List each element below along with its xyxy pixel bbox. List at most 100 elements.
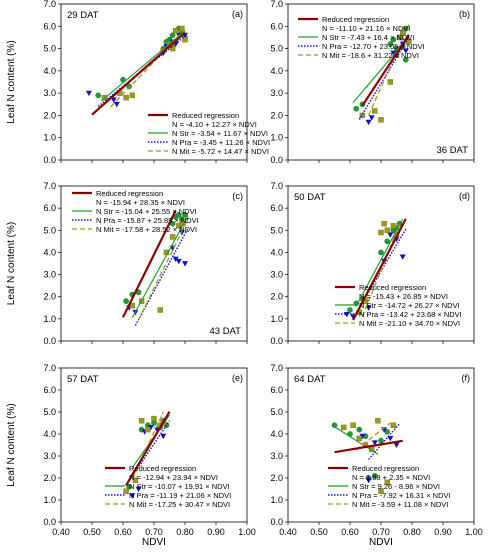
regression-line-mit — [355, 422, 391, 451]
y-tick-label: 6.0 — [43, 203, 56, 213]
point-pra — [172, 256, 179, 263]
y-tick-label: 7.0 — [270, 0, 283, 9]
point-str — [387, 41, 394, 47]
x-axis-label: NDVI — [142, 537, 166, 548]
legend-entry-str: N Str = -15.04 + 25.55 × NDVI — [96, 207, 197, 216]
regression-line-reduced — [352, 218, 407, 321]
legend-entry-pra: N Pra = -13.42 + 23.68 × NDVI — [359, 310, 462, 319]
legend-entry-reduced: N = -4.10 + 12.27 × NDVI — [172, 120, 257, 129]
point-pra — [368, 115, 375, 121]
point-mit — [375, 418, 381, 424]
y-tick-label: 4.0 — [43, 66, 56, 76]
plot-area — [85, 25, 188, 116]
point-mit — [169, 234, 176, 240]
legend-entry-str: N Str = -10.07 + 19.91 × NDVI — [129, 482, 230, 491]
x-tick-label: 0.50 — [83, 527, 101, 537]
panel-label: (a) — [232, 9, 243, 19]
point-str — [378, 437, 384, 444]
plot-frame — [60, 367, 248, 523]
regression-line-reduced — [125, 411, 171, 486]
y-axis-label: Leaf N content (%) — [6, 222, 17, 305]
regression-line-reduced — [361, 34, 410, 107]
point-mit — [372, 108, 378, 114]
point-mit — [396, 34, 403, 41]
y-axis-label: Leaf N content (%) — [6, 40, 17, 123]
legend-entry-pra: N Pra = -11.19 + 21.06 × NDVI — [129, 491, 231, 500]
legend-title: Reduced regression — [96, 189, 163, 198]
stage-label: 29 DAT — [67, 10, 99, 21]
point-pra — [110, 97, 117, 103]
y-tick-label: 2.0 — [270, 110, 283, 120]
y-tick-label: 0.0 — [270, 336, 283, 346]
point-str — [95, 92, 101, 99]
y-tick-label: 1.0 — [270, 495, 283, 505]
legend-entry-reduced: N = 1.88 + 2.35 × NDVI — [352, 473, 430, 482]
plot-area — [122, 210, 189, 326]
y-tick-label: 3.0 — [270, 88, 283, 98]
point-str — [402, 56, 409, 63]
y-tick-label: 2.0 — [43, 292, 56, 302]
point-mit — [179, 25, 185, 32]
point-pra — [365, 119, 372, 126]
panel-label: (e) — [232, 373, 243, 383]
point-mit — [384, 227, 390, 233]
regression-line-mit — [361, 224, 401, 317]
y-tick-label: 5.0 — [43, 407, 56, 417]
x-tick-label: 0.60 — [341, 527, 359, 537]
point-mit — [123, 94, 129, 101]
stage-label: 50 DAT — [294, 192, 326, 203]
plot-area — [352, 24, 412, 126]
y-tick-label: 4.0 — [43, 247, 56, 257]
legend-entry-str: N Str = -7.43 + 16.4 × NDVI — [322, 33, 414, 42]
y-tick-label: 0.0 — [270, 155, 283, 165]
panel-f: 0.40 0.50 0.60 0.70 0.80 0.90 1.00 0.0 1.0 2.0 3.0… — [270, 363, 482, 548]
y-tick-label: 1.0 — [43, 133, 56, 143]
panel-label: (d) — [459, 191, 470, 201]
regression-line-pra — [131, 420, 171, 477]
y-tick-label: 3.0 — [43, 451, 56, 461]
regression-line-pra — [97, 35, 186, 107]
point-str — [169, 32, 176, 39]
point-mit — [101, 94, 108, 101]
legend-entry-mit: N Mit = -17.58 + 28.52 × NDVI — [96, 225, 197, 234]
point-pra — [390, 50, 397, 57]
point-mit — [390, 223, 397, 229]
point-mit — [387, 79, 393, 85]
point-str — [384, 238, 391, 245]
point-str — [371, 472, 378, 479]
point-mit — [169, 45, 176, 52]
y-tick-label: 2.0 — [270, 473, 283, 483]
panel-label: (f) — [462, 373, 471, 383]
point-pra — [393, 442, 400, 448]
regression-line-reduced — [91, 31, 186, 116]
regression-line-mit — [368, 24, 410, 116]
x-tick-label: 0.60 — [114, 527, 132, 537]
y-axis-label: Leaf N content (%) — [6, 403, 17, 486]
plot-frame — [287, 3, 475, 161]
y-tick-label: 5.0 — [270, 44, 283, 54]
y-tick-label: 7.0 — [43, 0, 56, 9]
legend-entry-mit: N Mit = -17.25 + 30.47 × NDVI — [129, 500, 230, 509]
stage-label: 36 DAT — [436, 145, 468, 156]
y-tick-label: 0.0 — [43, 155, 56, 165]
point-mit — [129, 92, 136, 99]
y-tick-label: 7.0 — [43, 363, 56, 373]
point-str — [123, 298, 129, 304]
plot-area — [331, 418, 403, 494]
plot-area — [123, 411, 171, 499]
legend-title: Reduced regression — [352, 464, 419, 473]
x-tick-label: 0.70 — [145, 527, 163, 537]
plot-frame — [287, 185, 475, 342]
y-tick-label: 7.0 — [43, 181, 56, 191]
y-tick-label: 5.0 — [270, 225, 283, 235]
regression-line-mit — [137, 218, 189, 321]
legend-entry-str: N Str = -3.54 + 11.67 × NDVI — [172, 129, 268, 138]
y-tick-label: 4.0 — [270, 66, 283, 76]
stage-label: 57 DAT — [67, 374, 99, 385]
x-tick-label: 0.80 — [403, 527, 421, 537]
point-str — [182, 211, 188, 218]
y-tick-label: 6.0 — [43, 21, 56, 31]
